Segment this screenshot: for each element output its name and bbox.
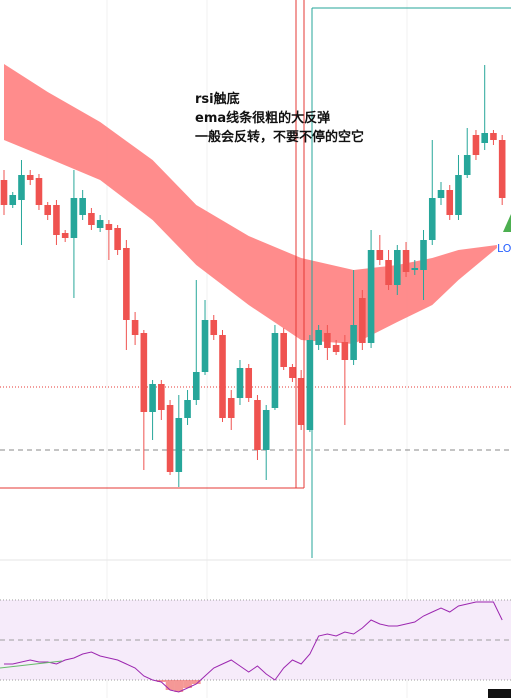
candle-body bbox=[175, 418, 183, 472]
candle-body bbox=[376, 250, 384, 260]
signal-arrow bbox=[503, 214, 511, 232]
candle-body bbox=[262, 410, 270, 450]
annotation: rsi触底 bbox=[195, 91, 240, 107]
candle-body bbox=[402, 250, 410, 272]
candle-body bbox=[280, 333, 287, 367]
candle-body bbox=[385, 260, 392, 285]
candle-body bbox=[88, 213, 95, 225]
candle-body bbox=[26, 175, 34, 180]
candle-body bbox=[437, 190, 445, 198]
plot bbox=[0, 64, 511, 693]
candle-body bbox=[481, 133, 488, 143]
candle-body bbox=[44, 205, 51, 215]
candle-body bbox=[446, 190, 454, 215]
candle-body bbox=[35, 178, 43, 205]
candle-body bbox=[394, 250, 401, 285]
candle-body bbox=[463, 155, 471, 175]
rsi-oversold bbox=[174, 680, 184, 692]
signal-label: LO bbox=[497, 242, 511, 255]
candle-body bbox=[245, 368, 253, 398]
candle-body bbox=[105, 224, 113, 230]
candle-body bbox=[131, 320, 139, 335]
candle-body bbox=[254, 400, 261, 450]
candle-body bbox=[184, 400, 191, 418]
candle-body bbox=[166, 405, 174, 472]
candle-body bbox=[158, 384, 165, 410]
candle-body bbox=[428, 198, 436, 240]
candle-body bbox=[455, 175, 462, 215]
candle-body bbox=[332, 345, 340, 352]
candle-body bbox=[289, 367, 296, 378]
candle-body bbox=[227, 398, 235, 418]
candle-body bbox=[9, 195, 17, 205]
candle-body bbox=[18, 175, 25, 200]
rsi-oversold bbox=[156, 680, 166, 682]
rsi-oversold bbox=[191, 680, 201, 684]
candle-body bbox=[236, 368, 244, 398]
candle-body bbox=[315, 330, 322, 345]
candle-body bbox=[498, 140, 506, 198]
candle-body bbox=[114, 228, 121, 250]
candle-body bbox=[411, 268, 419, 270]
candle-body bbox=[140, 333, 148, 412]
annotation: 一般会反转，不要不停的空它 bbox=[195, 129, 364, 145]
candle-body bbox=[341, 342, 349, 360]
corner-block bbox=[488, 689, 511, 698]
candle-body bbox=[219, 335, 226, 418]
candle-body bbox=[79, 198, 86, 215]
candle-body bbox=[0, 180, 8, 205]
candle-body bbox=[359, 298, 366, 343]
candle-body bbox=[201, 320, 209, 372]
candle-body bbox=[192, 372, 200, 400]
candle-body bbox=[297, 378, 305, 425]
annotation: ema线条很粗的大反弹 bbox=[195, 110, 330, 126]
candle-body bbox=[96, 220, 104, 228]
candle-body bbox=[53, 205, 60, 235]
candle-body bbox=[367, 250, 375, 343]
candle-body bbox=[420, 240, 427, 270]
candle-body bbox=[472, 135, 480, 155]
ema-band bbox=[4, 64, 497, 344]
candle-body bbox=[70, 198, 78, 238]
candle-body bbox=[123, 248, 130, 320]
rsi-oversold bbox=[183, 680, 192, 688]
candle-body bbox=[490, 133, 497, 140]
candle-body bbox=[149, 384, 156, 412]
candle-body bbox=[271, 333, 279, 408]
candle-body bbox=[210, 320, 218, 335]
candle-body bbox=[350, 325, 357, 360]
candle-body bbox=[306, 340, 314, 430]
divergence-line bbox=[0, 660, 63, 669]
rsi-oversold bbox=[165, 680, 175, 690]
candle-body bbox=[61, 233, 69, 238]
candle-body bbox=[324, 333, 331, 348]
rsi-line bbox=[4, 601, 503, 693]
